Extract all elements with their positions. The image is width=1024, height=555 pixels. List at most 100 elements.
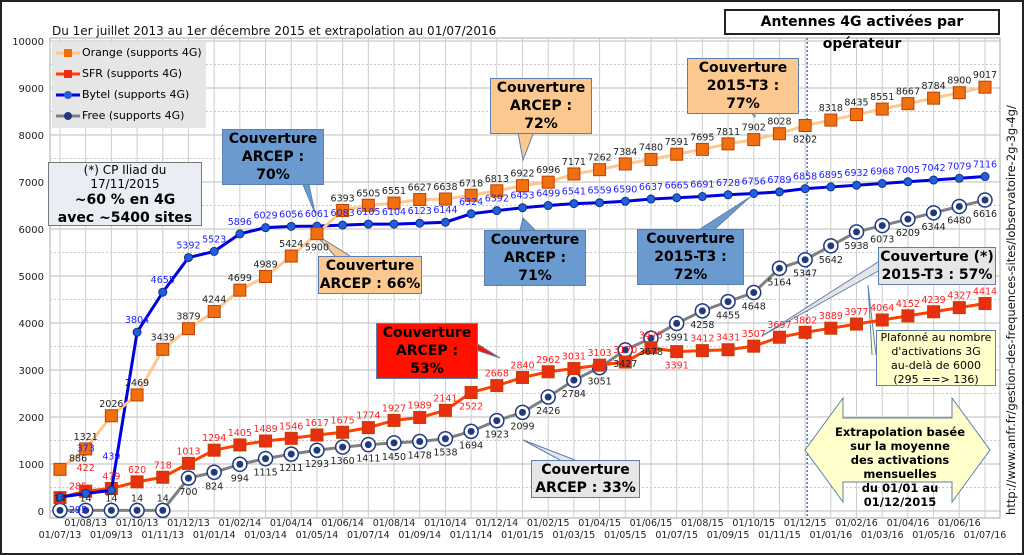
data-label: 6083 <box>331 208 355 219</box>
data-label: 479 <box>102 471 120 482</box>
data-point <box>569 199 579 209</box>
data-label: 3391 <box>665 361 689 372</box>
data-label: 14 <box>157 493 169 504</box>
data-point <box>670 345 684 359</box>
data-label: 6105 <box>356 207 380 218</box>
data-point <box>567 167 581 181</box>
data-point <box>209 246 219 256</box>
data-label: 6324 <box>459 197 483 208</box>
data-point <box>233 438 247 452</box>
data-label: 3879 <box>176 312 200 323</box>
data-point <box>336 425 350 439</box>
data-point-center <box>313 446 321 454</box>
y-tick-label: 5000 <box>19 272 44 283</box>
data-label: 6344 <box>922 222 946 233</box>
data-label: 8318 <box>819 103 843 114</box>
data-label: 6144 <box>433 205 457 216</box>
data-label: 6480 <box>947 215 971 226</box>
data-label: 8551 <box>870 92 894 103</box>
callout-bytel-71: Couverture ARCEP : 71% <box>484 230 586 286</box>
data-point <box>672 193 682 203</box>
callout-pointer <box>867 284 877 356</box>
data-label: 3427 <box>613 359 637 370</box>
data-point <box>541 175 555 189</box>
data-label: 3103 <box>587 348 611 359</box>
data-point-center <box>827 242 835 250</box>
data-point <box>620 196 630 206</box>
data-label: 620 <box>128 465 146 476</box>
data-point <box>363 219 373 229</box>
data-label: 7116 <box>973 160 997 171</box>
data-label: 3697 <box>767 320 791 331</box>
data-label: 373 <box>77 443 95 454</box>
callout-pointer <box>519 217 536 231</box>
data-label: 7591 <box>665 137 689 148</box>
data-point <box>259 434 273 448</box>
data-label: 5938 <box>844 241 868 252</box>
chart-title: Antennes 4G activées par opérateur <box>724 9 1000 52</box>
data-label: 14 <box>131 493 143 504</box>
data-label: 6637 <box>639 182 663 193</box>
data-point <box>593 163 607 177</box>
data-point <box>852 180 862 190</box>
data-point <box>749 188 759 198</box>
data-point-center <box>724 298 732 306</box>
data-label: 3031 <box>562 352 586 363</box>
data-point-center <box>621 346 629 354</box>
data-point <box>927 91 941 105</box>
data-point <box>695 142 709 156</box>
data-point-center <box>673 319 681 327</box>
data-point <box>286 221 296 231</box>
callout-free-33: Couverture ARCEP : 33% <box>531 460 640 498</box>
data-point <box>901 309 915 323</box>
data-point <box>824 321 838 335</box>
data-label: 3802 <box>793 315 817 326</box>
data-point-center <box>544 393 552 401</box>
extrapolation-arrow <box>804 396 991 504</box>
data-point <box>697 192 707 202</box>
data-point <box>207 305 221 319</box>
data-point-center <box>853 228 861 236</box>
callout-pointer <box>475 342 501 359</box>
data-label: 7480 <box>639 142 663 153</box>
data-point <box>798 325 812 339</box>
y-tick-label: 7000 <box>19 178 44 189</box>
x-tick-label: 01/07/16 <box>964 530 1007 541</box>
data-label: 6627 <box>408 183 432 194</box>
data-point-center <box>236 460 244 468</box>
legend-item-bytel: Bytel (supports 4G) <box>52 85 206 105</box>
data-point <box>284 249 298 263</box>
data-point <box>541 365 555 379</box>
data-label: 295 <box>69 505 87 516</box>
data-point <box>336 204 350 218</box>
data-label: 8784 <box>922 81 946 92</box>
data-point-center <box>775 264 783 272</box>
data-point <box>440 217 450 227</box>
x-tick-label: 01/06/15 <box>630 518 673 529</box>
x-tick-label: 01/01/16 <box>809 530 852 541</box>
x-tick-label: 01/06/14 <box>321 518 364 529</box>
data-label: 1675 <box>331 415 355 426</box>
x-tick-label: 01/01/14 <box>193 530 236 541</box>
data-point-center <box>955 202 963 210</box>
data-label: 1478 <box>408 451 432 462</box>
data-point <box>980 172 990 182</box>
data-point <box>104 409 118 423</box>
data-point <box>646 194 656 204</box>
legend-item-orange: Orange (supports 4G) <box>52 43 206 63</box>
data-label: 3804 <box>125 315 149 326</box>
data-label: 2962 <box>536 355 560 366</box>
data-point <box>772 127 786 141</box>
data-label: 1360 <box>331 456 355 467</box>
data-label: 7005 <box>896 165 920 176</box>
callout-pointer <box>699 196 751 230</box>
data-point-center <box>56 506 64 514</box>
series-orange <box>53 80 992 476</box>
x-tick-label: 01/02/16 <box>835 518 878 529</box>
data-point <box>543 201 553 211</box>
data-point <box>492 206 502 216</box>
data-point <box>850 317 864 331</box>
source-url: http://www.anfr.fr/gestion-des-frequence… <box>1004 105 1018 515</box>
data-label: 1115 <box>253 468 277 479</box>
